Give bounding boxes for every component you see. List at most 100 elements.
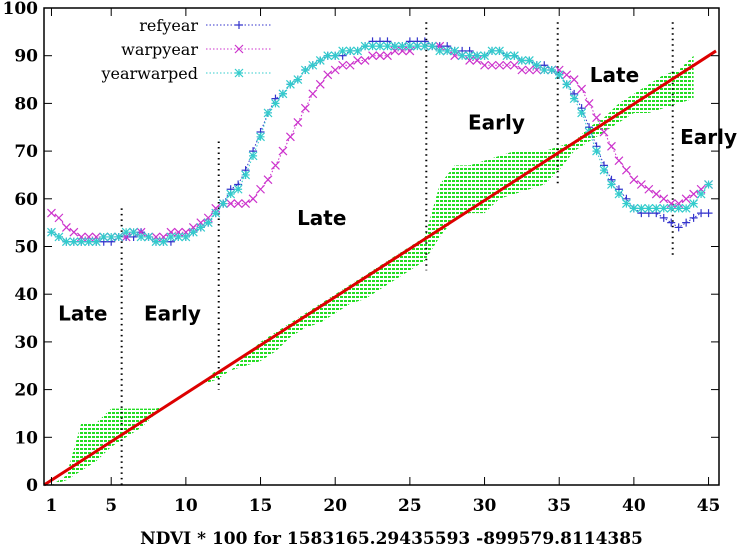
x-axis-label: NDVI * 100 for 1583165.29435593 -899579.… [140, 529, 643, 549]
y-tick-label: 60 [14, 190, 38, 210]
x-tick-label: 40 [622, 496, 646, 516]
region-label: Early [144, 301, 201, 325]
data-point [614, 189, 624, 199]
data-point [106, 232, 116, 242]
data-point [308, 89, 318, 99]
data-point [69, 227, 79, 237]
data-point [285, 79, 295, 89]
x-tick-label: 35 [547, 496, 571, 516]
x-tick-label: 30 [473, 496, 497, 516]
data-point [285, 132, 295, 142]
data-point [696, 189, 706, 199]
data-point [293, 75, 303, 84]
data-point [121, 227, 131, 237]
data-point [151, 237, 161, 247]
data-point [517, 56, 527, 65]
data-point [315, 56, 325, 65]
data-point [666, 203, 676, 213]
y-tick-label: 20 [14, 381, 38, 401]
data-point [457, 51, 467, 61]
data-point [383, 51, 392, 61]
data-point [674, 203, 684, 213]
data-point [196, 222, 206, 232]
data-point [502, 51, 512, 61]
data-point [689, 199, 699, 208]
x-tick-label: 15 [249, 496, 273, 516]
data-point [502, 60, 512, 70]
y-tick-label: 40 [14, 285, 38, 305]
data-point [323, 51, 333, 61]
data-point [166, 232, 176, 242]
data-point [554, 70, 564, 80]
series-layer [43, 37, 717, 487]
data-point [487, 46, 497, 56]
data-point [338, 60, 348, 70]
data-point [592, 113, 601, 123]
x-tick-label: 45 [697, 496, 721, 516]
x-tick-label: 1 [46, 496, 58, 516]
data-point [487, 60, 497, 70]
data-point [338, 46, 348, 56]
data-point [509, 51, 519, 61]
data-point [465, 51, 475, 61]
series-yearwarped [47, 41, 713, 247]
data-point [569, 94, 579, 104]
data-point [226, 199, 236, 208]
data-point [375, 41, 385, 51]
data-point [99, 232, 109, 242]
data-point [203, 218, 213, 228]
y-tick-label: 100 [3, 0, 39, 19]
data-point [621, 165, 631, 175]
data-point [233, 184, 243, 194]
data-point [480, 51, 489, 61]
data-point [360, 41, 370, 51]
data-point [636, 180, 646, 189]
data-point [480, 60, 489, 70]
data-point [614, 156, 624, 166]
data-point [181, 232, 191, 242]
data-point [69, 237, 79, 247]
data-point [644, 184, 654, 194]
data-point [569, 75, 579, 84]
data-point [667, 218, 676, 227]
x-tick-label: 20 [323, 496, 347, 516]
data-point [539, 65, 549, 75]
legend-label: yearwarped [100, 64, 198, 83]
data-point [271, 98, 280, 108]
data-point [114, 232, 124, 242]
data-point [188, 227, 198, 237]
data-point [136, 232, 146, 242]
data-point [659, 194, 669, 204]
data-point [278, 146, 288, 156]
data-point [420, 41, 430, 51]
data-point [636, 203, 646, 213]
series-line [43, 49, 717, 487]
data-point [532, 60, 542, 70]
data-point [173, 232, 183, 242]
y-tick-label: 30 [14, 333, 38, 353]
data-point [704, 209, 713, 218]
data-point [248, 151, 258, 161]
data-point [599, 127, 609, 137]
data-point [629, 175, 639, 185]
region-label: Late [58, 301, 107, 325]
data-point [91, 237, 101, 247]
data-point [659, 203, 669, 213]
data-point [353, 46, 363, 56]
data-point [697, 209, 706, 218]
data-point [397, 41, 407, 51]
region-label: Late [590, 63, 639, 87]
data-point [405, 41, 415, 51]
data-point [651, 203, 661, 213]
data-point [375, 51, 385, 61]
data-point [509, 60, 519, 70]
data-point [211, 208, 221, 218]
y-tick-label: 90 [14, 47, 38, 67]
data-point [607, 180, 616, 189]
data-point [330, 51, 340, 61]
data-point [442, 46, 452, 56]
data-point [61, 222, 71, 232]
y-tick-label: 50 [14, 238, 38, 258]
data-point [607, 141, 616, 151]
